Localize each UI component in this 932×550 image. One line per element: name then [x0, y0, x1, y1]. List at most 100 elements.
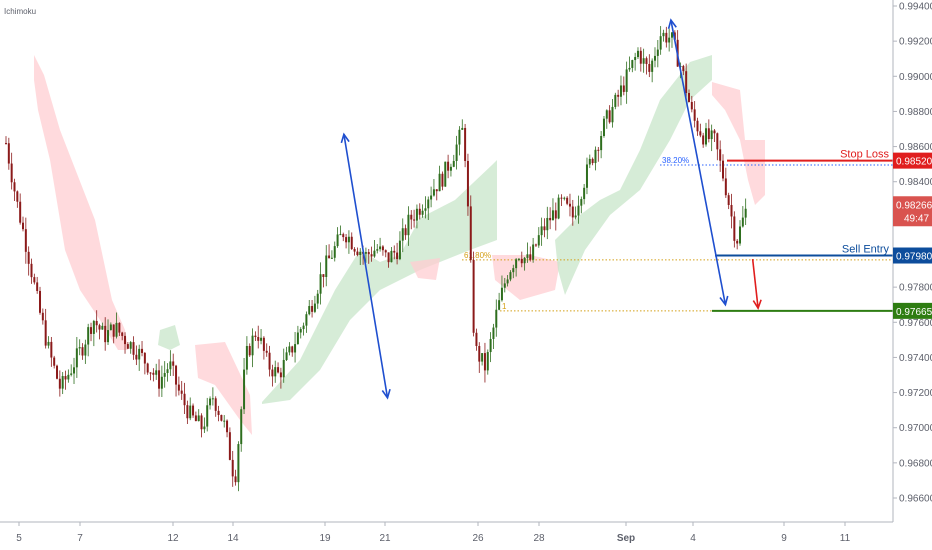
- candle-body: [611, 106, 614, 123]
- candle-body: [5, 143, 7, 145]
- candle-body: [430, 195, 433, 200]
- candle-body: [509, 272, 512, 280]
- x-tick-label: 14: [227, 533, 239, 544]
- candle-body: [393, 250, 396, 253]
- y-tick-label: 0.97600: [899, 318, 932, 329]
- candle-body: [95, 320, 98, 326]
- candle-body: [328, 255, 331, 259]
- candle-body: [631, 60, 634, 68]
- candle-body: [333, 246, 336, 258]
- candle-body: [668, 37, 671, 43]
- candle-body: [407, 214, 410, 236]
- x-tick-label: 9: [781, 533, 787, 544]
- candle-body: [313, 303, 316, 312]
- candle-body: [466, 160, 469, 207]
- candle-body: [469, 206, 472, 260]
- candle-body: [458, 129, 461, 145]
- x-tick-label: 12: [167, 533, 179, 544]
- candle-body: [478, 345, 481, 362]
- candle-body: [381, 246, 384, 251]
- candle-body: [98, 325, 101, 330]
- time-axis[interactable]: 5 7 12 14 19 21 26 28 Sep 4 9 11: [16, 522, 851, 544]
- candle-body: [370, 254, 373, 257]
- candle-body: [22, 222, 25, 230]
- y-tick-label: 0.99000: [899, 72, 932, 83]
- candle-body: [75, 348, 78, 368]
- candle-body: [118, 322, 121, 333]
- candle-body: [739, 226, 742, 244]
- candle-body: [523, 257, 526, 264]
- candle-body: [146, 363, 149, 373]
- x-tick-label: 7: [77, 533, 83, 544]
- candle-body: [214, 398, 217, 411]
- candle-body: [710, 130, 713, 140]
- candle-body: [602, 118, 605, 136]
- candle-body: [282, 359, 285, 378]
- ichimoku-cloud: [34, 55, 765, 435]
- candle-body: [268, 352, 271, 370]
- candle-body: [489, 338, 492, 353]
- candle-body: [384, 250, 387, 253]
- candle-body: [580, 199, 583, 206]
- candle-body: [135, 354, 138, 360]
- candle-body: [432, 189, 435, 196]
- candle-body: [722, 160, 725, 179]
- y-tick-label: 0.97800: [899, 283, 932, 294]
- candle-body: [92, 320, 95, 334]
- candle-body: [447, 161, 450, 171]
- candle-body: [704, 128, 707, 145]
- candle-body: [67, 374, 70, 380]
- candle-body: [322, 274, 325, 277]
- candle-body: [347, 236, 350, 243]
- x-tick-label: 5: [16, 533, 22, 544]
- candle-body: [594, 149, 597, 164]
- candle-body: [410, 214, 413, 220]
- candle-body: [39, 290, 42, 313]
- candle-body: [452, 160, 455, 167]
- candle-body: [444, 161, 447, 187]
- price-axis[interactable]: 0.99400 0.99200 0.99000 0.98800 0.98600 0.984…: [893, 2, 932, 505]
- candle-body: [73, 367, 76, 374]
- candle-body: [143, 352, 146, 364]
- arrow-head: [752, 299, 762, 311]
- candle-body: [427, 199, 430, 209]
- candle-body: [24, 229, 27, 252]
- candle-body: [699, 131, 702, 136]
- candle-body: [588, 158, 591, 165]
- candle-body: [200, 415, 203, 430]
- candle-body: [160, 376, 163, 389]
- candle-body: [192, 405, 195, 416]
- candle-body: [294, 344, 297, 353]
- candle-body: [345, 237, 348, 243]
- candle-body: [716, 133, 719, 150]
- candle-body: [653, 55, 656, 61]
- candle-body: [396, 252, 399, 260]
- x-tick-label: 4: [690, 533, 696, 544]
- y-tick-label: 0.98800: [899, 107, 932, 118]
- candle-body: [180, 390, 183, 394]
- candle-body: [274, 367, 277, 377]
- candle-body: [302, 325, 305, 330]
- candle-body: [498, 300, 501, 310]
- candle-body: [13, 182, 16, 192]
- candle-body: [226, 420, 229, 433]
- arrow-head: [667, 18, 677, 29]
- candle-body: [356, 251, 359, 255]
- candle-body: [305, 314, 308, 326]
- candle-body: [379, 246, 382, 250]
- arrow-head: [340, 132, 350, 144]
- candle-body: [203, 426, 206, 430]
- price-tag-bg: [893, 152, 932, 169]
- candle-body: [659, 36, 662, 50]
- candle-body: [308, 306, 311, 315]
- candle-body: [481, 353, 484, 362]
- candle-body: [27, 251, 30, 264]
- candle-body: [254, 335, 257, 338]
- candle-body: [141, 348, 144, 353]
- candle-body: [87, 327, 90, 345]
- y-tick-label: 0.96600: [899, 494, 932, 505]
- candle-body: [622, 85, 625, 92]
- candle-body: [155, 370, 158, 375]
